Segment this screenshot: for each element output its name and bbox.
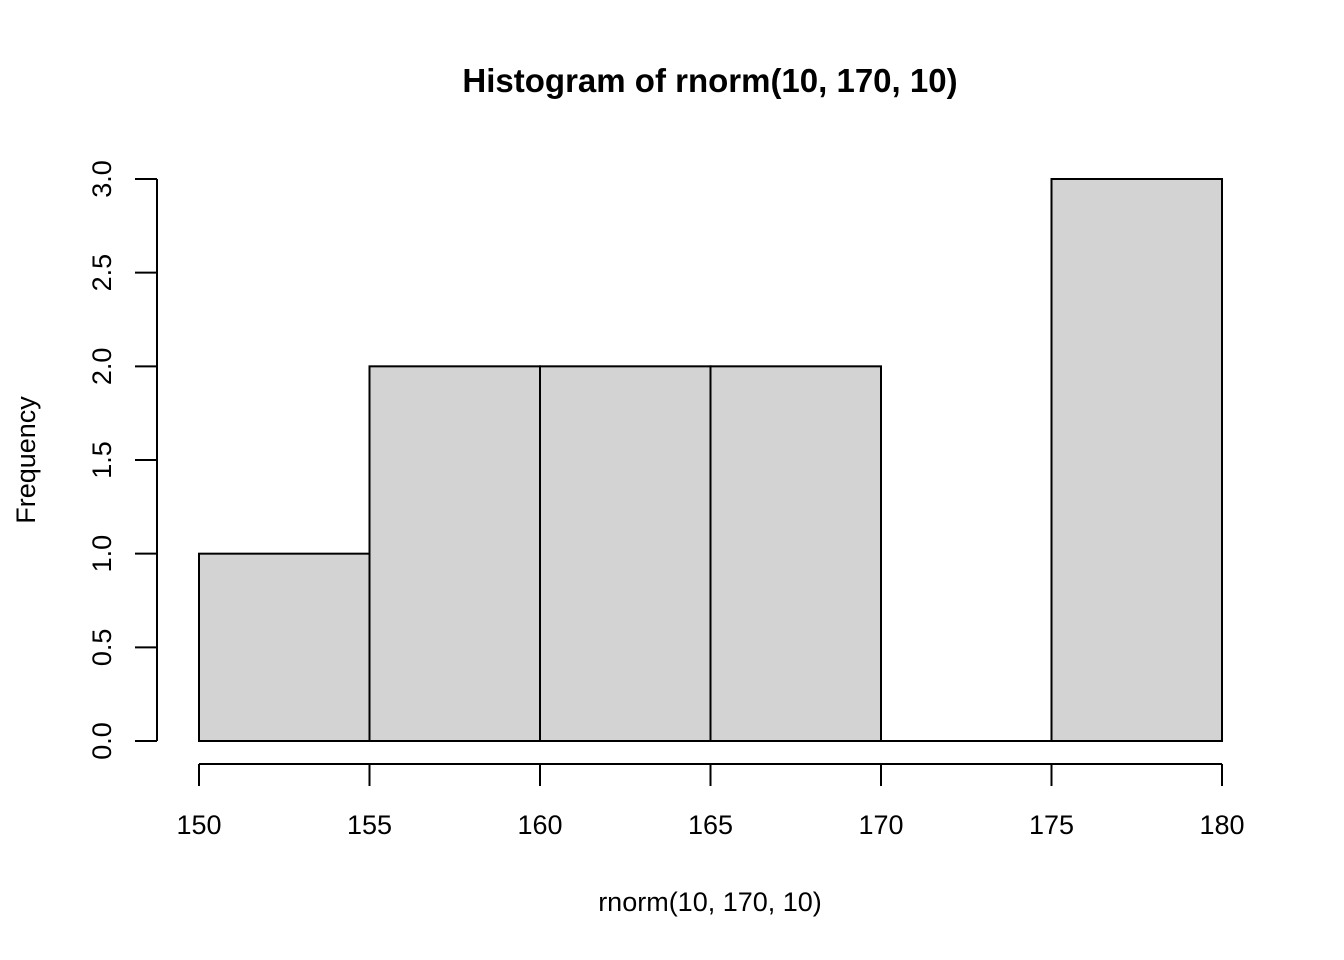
- histogram-bar-155-160: [368, 365, 541, 742]
- y-axis: 0.0 0.5 1.0 1.5 2.0 2.5 3.0: [87, 160, 158, 760]
- y-tick-label: 2.5: [87, 254, 117, 292]
- x-tick-label: 180: [1199, 810, 1244, 840]
- y-tick-label: 1.0: [87, 535, 117, 573]
- histogram-bar-165-170: [709, 365, 882, 742]
- chart-title: Histogram of rnorm(10, 170, 10): [462, 62, 957, 99]
- x-axis: 150 155 160 165 170 175 180: [176, 763, 1245, 840]
- bars-group: [198, 178, 1223, 743]
- x-axis-label: rnorm(10, 170, 10): [598, 887, 822, 917]
- histogram-bar-150-155: [198, 552, 371, 743]
- x-tick-label: 175: [1029, 810, 1074, 840]
- x-tick-label: 165: [688, 810, 733, 840]
- y-tick-label: 3.0: [87, 160, 117, 198]
- histogram-bar-160-165: [539, 365, 712, 742]
- x-tick-label: 170: [858, 810, 903, 840]
- x-tick-label: 155: [347, 810, 392, 840]
- x-tick-label: 160: [517, 810, 562, 840]
- histogram-bar-175-180: [1050, 178, 1223, 742]
- y-axis-label: Frequency: [11, 396, 41, 524]
- x-tick-label: 150: [176, 810, 221, 840]
- y-tick-label: 0.5: [87, 629, 117, 667]
- y-tick-label: 2.0: [87, 348, 117, 386]
- y-tick-label: 0.0: [87, 722, 117, 760]
- y-tick-label: 1.5: [87, 441, 117, 479]
